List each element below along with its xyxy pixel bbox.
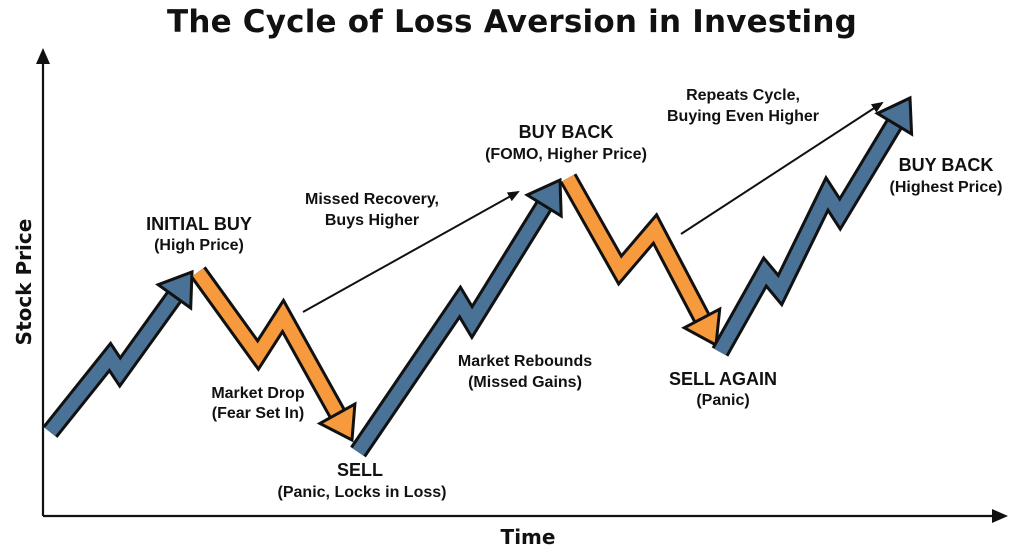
rise-to-initial-buy-arrowhead (155, 269, 194, 311)
buy-back-1-sub: (FOMO, Higher Price) (485, 146, 647, 163)
market-rebounds-line2: (Missed Gains) (468, 374, 582, 391)
missed-recovery-line2: Buys Higher (325, 212, 419, 229)
axes (36, 48, 1008, 523)
market-drop-line2: (Fear Set In) (212, 405, 304, 422)
buy-back-2-title: BUY BACK (899, 155, 994, 175)
sell-again-sub: (Panic) (696, 392, 749, 409)
fall-market-drop-body (192, 268, 344, 417)
fall-sell-again-body (562, 174, 708, 322)
price-path (42, 95, 914, 458)
x-axis-label: Time (501, 525, 556, 549)
sell-again-title: SELL AGAIN (669, 369, 777, 389)
diagram-title: The Cycle of Loss Aversion in Investing (166, 4, 858, 40)
initial-buy-sub: (High Price) (154, 237, 244, 254)
missed-recovery-line1: Missed Recovery, (305, 191, 439, 208)
y-axis-arrowhead (36, 48, 50, 64)
rise-to-buy-back-2-arrowhead (874, 95, 914, 137)
rise-market-rebounds-arrowhead (524, 177, 563, 219)
x-axis-arrowhead (992, 509, 1008, 523)
market-rebounds-line1: Market Rebounds (458, 353, 592, 370)
annotations: INITIAL BUY (High Price) Market Drop (Fe… (146, 87, 1002, 501)
missed-recovery-arrow (302, 191, 520, 313)
sell-sub: (Panic, Locks in Loss) (278, 484, 447, 501)
rise-market-rebounds-body (352, 202, 550, 456)
sell-title: SELL (337, 460, 383, 480)
y-axis-label: Stock Price (12, 219, 36, 346)
buy-back-2-sub: (Highest Price) (890, 179, 1003, 196)
market-drop-line1: Market Drop (211, 385, 305, 402)
thin-arrows (302, 101, 884, 313)
rise-to-initial-buy-body (44, 292, 180, 437)
fall-sell-again-arrowhead (681, 306, 722, 348)
buy-back-1-title: BUY BACK (519, 122, 614, 142)
fall-market-drop-arrowhead (316, 401, 357, 443)
repeats-cycle-line1: Repeats Cycle, (686, 87, 800, 104)
rise-to-buy-back-2-body (714, 120, 901, 356)
repeats-cycle-line2: Buying Even Higher (667, 108, 819, 125)
repeats-cycle-arrow (680, 101, 884, 235)
initial-buy-title: INITIAL BUY (146, 214, 252, 234)
